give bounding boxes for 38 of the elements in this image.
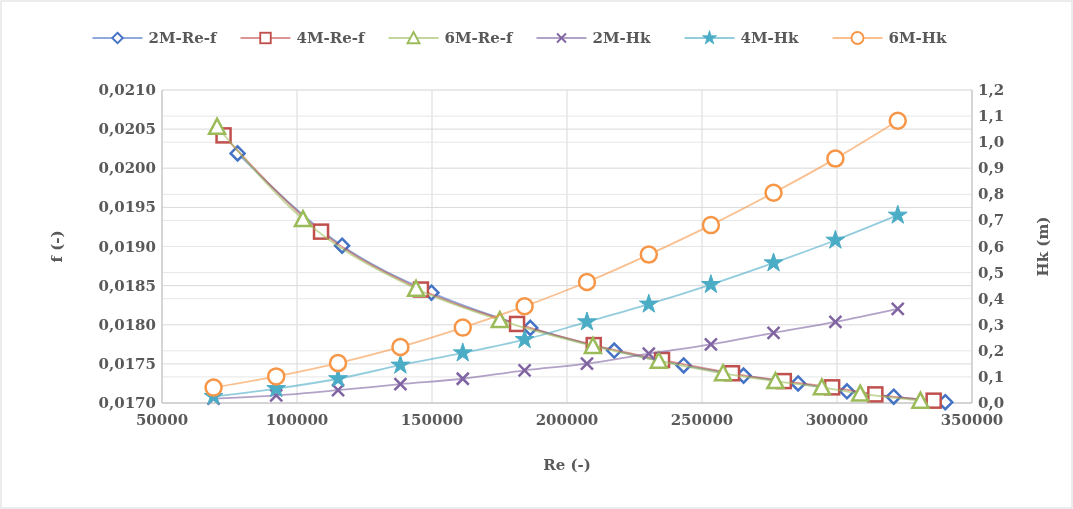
y-tick-label: 0,0185 xyxy=(98,276,156,295)
y2-tick-label: 0,3 xyxy=(978,315,1005,334)
x-tick-label: 150000 xyxy=(400,411,464,429)
legend-label: 2M-Re-f xyxy=(148,29,218,47)
y2-tick-label: 1,1 xyxy=(978,107,1005,126)
y2-tick-label: 0,9 xyxy=(978,159,1005,178)
x-axis-title: Re (-) xyxy=(543,456,591,474)
y2-tick-label: 0,1 xyxy=(978,367,1005,386)
y-tick-label: 0,0200 xyxy=(98,159,156,178)
legend-label: 6M-Hk xyxy=(888,29,947,47)
y2-tick-label: 0,2 xyxy=(978,341,1005,360)
x-tick-label: 100000 xyxy=(265,411,329,429)
y-tick-label: 0,0170 xyxy=(98,394,156,412)
y2-tick-label: 0,7 xyxy=(978,211,1005,230)
y2-tick-label: 0,0 xyxy=(978,394,1005,412)
y-axis-title: f (-) xyxy=(48,230,66,263)
y2-tick-label: 0,8 xyxy=(978,185,1005,204)
x-tick-label: 300000 xyxy=(805,411,869,429)
y2-tick-label: 0,4 xyxy=(978,289,1005,308)
y-tick-label: 0,0175 xyxy=(98,354,156,373)
x-tick-label: 200000 xyxy=(535,411,599,429)
y2-tick-label: 1,0 xyxy=(978,133,1005,152)
legend-label: 2M-Hk xyxy=(592,29,651,47)
y-tick-label: 0,0205 xyxy=(98,120,156,139)
legend-label: 4M-Re-f xyxy=(296,29,366,47)
x-tick-label: 350000 xyxy=(940,411,1004,429)
y-tick-label: 0,0180 xyxy=(98,315,156,334)
y-tick-label: 0,0190 xyxy=(98,237,156,256)
y2-axis-title: Hk (m) xyxy=(1034,216,1052,277)
x-tick-label: 250000 xyxy=(670,411,734,429)
y2-tick-label: 0,6 xyxy=(978,237,1005,256)
y2-tick-label: 0,5 xyxy=(978,263,1005,282)
legend-label: 6M-Re-f xyxy=(444,29,514,47)
legend-label: 4M-Hk xyxy=(740,29,799,47)
y-tick-label: 0,0195 xyxy=(98,198,156,217)
x-tick-label: 50000 xyxy=(135,411,189,429)
y-tick-label: 0,0210 xyxy=(98,81,156,99)
y2-tick-label: 1,2 xyxy=(978,81,1005,99)
